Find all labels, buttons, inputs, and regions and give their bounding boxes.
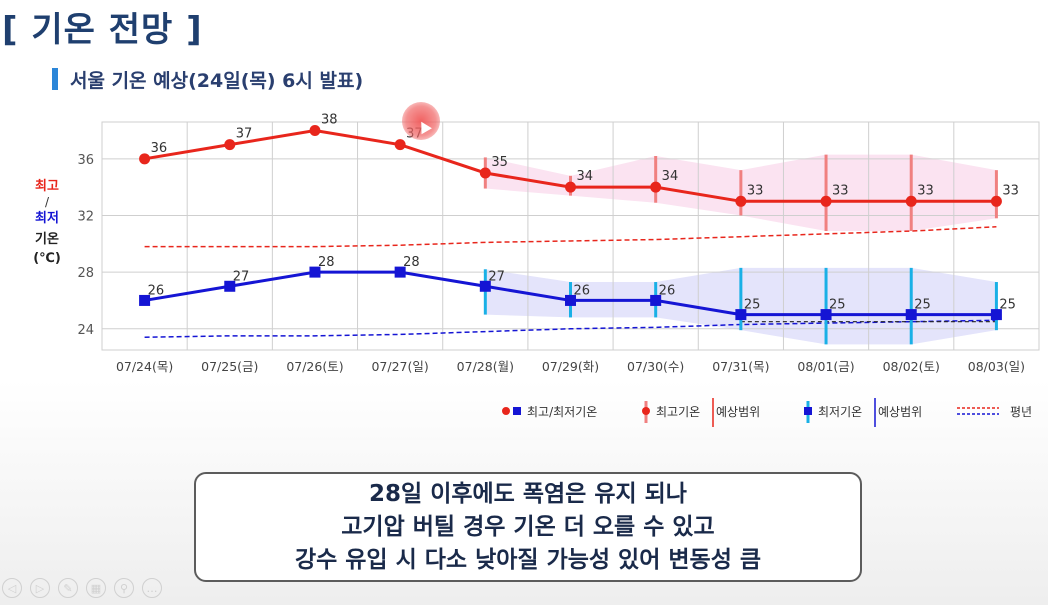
low-temp-label: 26	[659, 283, 676, 298]
x-tick-label: 08/03(일)	[968, 359, 1025, 374]
y-label-slash: /	[45, 195, 50, 209]
legend-high-range-dot	[642, 407, 650, 415]
high-temp-point	[479, 167, 491, 179]
slide-toolbar: ◁ ▷ ✎ ▦ ⚲ …	[2, 578, 162, 598]
x-tick-label: 07/31(목)	[712, 359, 769, 374]
note-line-3: 강수 유입 시 다소 낮아질 가능성 있어 변동성 큼	[294, 546, 762, 573]
legend-low-range-square	[804, 407, 812, 415]
low-temp-point	[820, 309, 832, 321]
normal-low-line	[144, 319, 997, 339]
high-temp-point	[309, 124, 321, 136]
pointer-highlight	[402, 102, 440, 140]
low-temp-label: 28	[318, 255, 335, 270]
low-temp-point	[139, 294, 151, 306]
high-temp-label: 36	[151, 141, 168, 156]
series-lines	[139, 124, 1002, 321]
temperature-chart: 24 28 32 36 07/24(목) 07/25(금) 07/26(토) 07/27(일)…	[33, 112, 1040, 427]
y-label-low: 최저	[35, 211, 59, 226]
high-temp-label: 37	[236, 127, 253, 142]
x-tick-label: 07/28(월)	[457, 359, 514, 374]
plot-border	[101, 121, 1040, 351]
x-tick-label: 07/30(수)	[627, 359, 684, 374]
high-temp-point	[650, 181, 662, 193]
low-temp-point	[565, 294, 576, 306]
chart-subtitle: 서울 기온 예상(24일(목) 6시 발표)	[70, 70, 364, 92]
x-tick-label: 07/26(토)	[286, 359, 343, 374]
legend-low-range-label-a: 최저기온	[818, 405, 862, 419]
high-temp-label: 33	[917, 183, 934, 198]
pen-icon[interactable]: ✎	[58, 578, 78, 598]
chart-grid: 24 28 32 36 07/24(목) 07/25(금) 07/26(토) 07/27(일)…	[77, 121, 1040, 374]
x-tick-label: 07/29(화)	[542, 359, 599, 374]
low-temp-point	[650, 294, 662, 306]
zoom-icon[interactable]: ⚲	[114, 578, 134, 598]
x-tick-label: 07/24(목)	[116, 359, 173, 374]
y-tick-label: 28	[77, 266, 94, 281]
high-temp-point	[394, 139, 406, 151]
high-temp-label: 33	[1002, 183, 1019, 198]
x-tick-label: 08/02(토)	[883, 359, 940, 374]
more-icon[interactable]: …	[142, 578, 162, 598]
high-temp-label: 38	[321, 112, 338, 127]
normal-lines	[144, 226, 997, 339]
high-temp-point	[820, 195, 832, 207]
low-temp-label: 25	[744, 298, 761, 313]
x-tick-label: 07/25(금)	[201, 359, 258, 374]
x-tick-label: 07/27(일)	[371, 359, 428, 374]
high-temp-point	[990, 195, 1002, 207]
high-temp-point	[735, 195, 747, 207]
subtitle-accent-bar	[52, 68, 58, 90]
low-temp-label: 25	[999, 298, 1016, 313]
y-tick-label: 36	[77, 153, 94, 168]
x-tick-label: 08/01(금)	[797, 359, 854, 374]
low-temp-point	[394, 266, 406, 278]
high-temp-point	[139, 153, 151, 165]
low-temp-point	[224, 280, 236, 292]
y-tick-label: 24	[77, 323, 94, 338]
y-label-unit: (℃)	[33, 251, 61, 266]
high-temp-label: 34	[662, 169, 679, 184]
low-temp-point	[479, 280, 491, 292]
high-temp-label: 34	[577, 169, 594, 184]
low-temp-point	[990, 309, 1002, 321]
slides-icon[interactable]: ▦	[86, 578, 106, 598]
data-labels: 3637383735343433333333262728282726262525…	[148, 112, 1019, 312]
high-temp-point	[905, 195, 917, 207]
y-tick-label: 32	[77, 209, 94, 224]
legend: 최고/최저기온 최고기온 예상범위 최저기온 예상범위 평년	[502, 398, 1032, 427]
legend-low-square	[513, 407, 521, 415]
low-temp-label: 27	[488, 269, 505, 284]
legend-high-range-label-a: 최고기온	[656, 405, 700, 419]
legend-low-range-label-b: 예상범위	[878, 405, 922, 419]
low-temp-label: 25	[914, 298, 931, 313]
low-temp-label: 26	[574, 283, 591, 298]
next-icon[interactable]: ▷	[30, 578, 50, 598]
high-temp-label: 35	[491, 155, 508, 170]
legend-normal-label: 평년	[1010, 405, 1032, 419]
prev-icon[interactable]: ◁	[2, 578, 22, 598]
high-temp-point	[565, 181, 576, 193]
legend-high-dot	[502, 407, 510, 415]
low-temp-label: 28	[403, 255, 420, 270]
note-line-1: 28일 이후에도 폭염은 유지 되나	[369, 480, 687, 507]
low-temp-label: 26	[148, 283, 165, 298]
low-temp-point	[735, 309, 747, 321]
legend-high-low-label: 최고/최저기온	[527, 405, 597, 419]
low-temp-label: 27	[233, 269, 250, 284]
high-temp-label: 33	[747, 183, 764, 198]
page-title: [ 기온 전망 ]	[2, 10, 203, 50]
low-temp-point	[309, 266, 321, 278]
low-temp-label: 25	[829, 298, 846, 313]
y-label-high: 최고	[35, 179, 59, 194]
high-temp-point	[224, 139, 236, 151]
y-label-temp: 기온	[35, 232, 59, 247]
note-line-2: 고기압 버틸 경우 기온 더 오를 수 있고	[341, 513, 715, 540]
normal-high-line	[144, 226, 997, 248]
low-temp-point	[905, 309, 917, 321]
summary-note-box: 28일 이후에도 폭염은 유지 되나 고기압 버틸 경우 기온 더 오를 수 있…	[194, 472, 862, 582]
high-temp-label: 33	[832, 183, 849, 198]
legend-high-range-label-b: 예상범위	[716, 405, 760, 419]
